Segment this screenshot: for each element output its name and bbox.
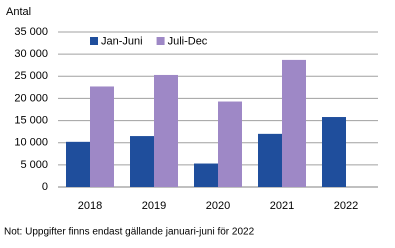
y-tick-label: 0 <box>42 181 48 193</box>
legend-label: Jan-Juni <box>101 35 143 47</box>
x-tick-label: 2019 <box>142 200 166 212</box>
bar <box>90 86 114 187</box>
x-tick-label: 2022 <box>334 200 358 212</box>
legend-swatch <box>156 37 165 45</box>
y-axis-label: Antal <box>6 6 31 18</box>
y-tick-label: 20 000 <box>14 92 48 104</box>
bar <box>194 163 218 187</box>
y-tick-label: 5 000 <box>20 159 48 171</box>
bar <box>282 59 306 187</box>
x-tick-label: 2020 <box>206 200 230 212</box>
y-tick-label: 35 000 <box>14 26 48 38</box>
bar <box>66 141 90 187</box>
y-tick-label: 10 000 <box>14 137 48 149</box>
y-tick-label: 25 000 <box>14 70 48 82</box>
x-tick-label: 2021 <box>270 200 294 212</box>
bar <box>218 101 242 187</box>
y-tick-label: 15 000 <box>14 114 48 126</box>
y-tick-label: 30 000 <box>14 48 48 60</box>
bar <box>154 74 178 187</box>
bar <box>258 133 282 187</box>
x-tick-label: 2018 <box>78 200 102 212</box>
legend-label: Juli-Dec <box>168 35 208 47</box>
legend-swatch <box>90 37 98 45</box>
bar <box>130 136 154 187</box>
bar <box>322 117 346 187</box>
footnote: Not: Uppgifter finns endast gällande jan… <box>4 227 255 238</box>
